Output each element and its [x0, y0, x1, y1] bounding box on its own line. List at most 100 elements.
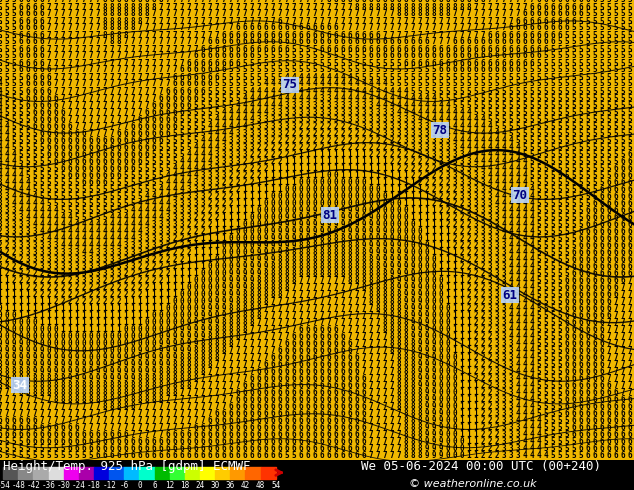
Text: 2: 2: [243, 171, 247, 179]
Text: 6: 6: [299, 401, 303, 411]
Text: 4: 4: [299, 94, 303, 102]
Text: 6: 6: [565, 324, 569, 334]
Text: 6: 6: [565, 303, 569, 313]
Text: 7: 7: [54, 401, 58, 411]
Text: 3: 3: [138, 234, 142, 243]
Text: 4: 4: [529, 247, 534, 256]
Text: 7: 7: [229, 24, 233, 32]
Text: 1: 1: [467, 409, 471, 417]
Text: 2: 2: [264, 156, 268, 166]
Text: 5: 5: [586, 66, 590, 74]
Text: 9: 9: [333, 213, 339, 221]
Text: 4: 4: [271, 87, 275, 96]
Text: 5: 5: [33, 143, 37, 151]
Text: 4: 4: [508, 311, 514, 319]
Text: 2: 2: [61, 290, 65, 298]
Text: 7: 7: [299, 318, 303, 326]
Text: 7: 7: [243, 352, 247, 362]
Text: 7: 7: [376, 324, 380, 334]
Text: 6: 6: [614, 164, 618, 172]
Text: 6: 6: [165, 100, 171, 109]
Text: 5: 5: [152, 177, 157, 187]
Text: 8: 8: [418, 0, 422, 4]
Text: 1: 1: [467, 450, 471, 460]
Text: 7: 7: [96, 58, 100, 68]
Text: 1: 1: [179, 262, 184, 270]
Text: 5: 5: [515, 73, 521, 81]
Text: 5: 5: [551, 269, 555, 277]
Text: 1: 1: [467, 381, 471, 390]
Text: 4: 4: [33, 192, 37, 200]
Text: 9: 9: [222, 311, 226, 319]
Text: 7: 7: [481, 17, 485, 25]
Text: 4: 4: [522, 296, 527, 305]
Text: 8: 8: [26, 381, 30, 390]
Text: 2: 2: [495, 430, 500, 439]
Text: 6: 6: [306, 443, 310, 452]
Text: 4: 4: [124, 226, 128, 236]
Text: 8: 8: [354, 247, 359, 256]
Text: 6: 6: [229, 51, 233, 60]
Text: 2: 2: [354, 136, 359, 145]
Text: 9: 9: [425, 311, 429, 319]
Text: 5: 5: [628, 100, 632, 109]
Text: 5: 5: [558, 290, 562, 298]
Text: 3: 3: [26, 234, 30, 243]
Text: 9: 9: [96, 367, 100, 375]
Text: 4: 4: [425, 107, 429, 117]
Text: 7: 7: [229, 373, 233, 383]
Text: 7: 7: [621, 303, 625, 313]
Text: 9: 9: [418, 339, 422, 347]
Text: 1: 1: [418, 198, 422, 207]
Text: 7: 7: [354, 283, 359, 292]
Text: 0: 0: [369, 185, 373, 194]
Text: 3: 3: [236, 128, 240, 138]
Text: 4: 4: [4, 185, 10, 194]
Text: 8: 8: [306, 254, 310, 264]
Text: 2: 2: [61, 296, 65, 305]
Text: 9: 9: [165, 339, 171, 347]
Text: 1: 1: [460, 318, 464, 326]
Text: 6: 6: [572, 332, 576, 341]
Text: 6: 6: [572, 388, 576, 396]
Text: 4: 4: [75, 234, 79, 243]
Text: 7: 7: [354, 290, 359, 298]
Text: 1: 1: [179, 275, 184, 285]
Text: 4: 4: [411, 107, 415, 117]
Text: 7: 7: [292, 2, 296, 11]
Text: 7: 7: [158, 2, 164, 11]
Text: 5: 5: [565, 422, 569, 432]
Text: 5: 5: [208, 115, 212, 123]
Text: 2: 2: [271, 149, 275, 158]
Text: 4: 4: [474, 136, 478, 145]
Text: 6: 6: [501, 38, 507, 47]
Text: 6: 6: [565, 296, 569, 305]
Text: 4: 4: [529, 226, 534, 236]
Text: 2: 2: [411, 171, 415, 179]
Text: 6: 6: [522, 51, 527, 60]
Text: 0: 0: [208, 290, 212, 298]
Text: 2: 2: [54, 296, 58, 305]
Text: 8: 8: [75, 381, 79, 390]
Text: 6: 6: [82, 171, 86, 179]
Text: 0: 0: [439, 360, 443, 368]
Text: 5: 5: [250, 73, 254, 81]
Text: 5: 5: [26, 128, 30, 138]
Text: 9: 9: [285, 226, 289, 236]
Text: 2: 2: [89, 290, 93, 298]
Text: 6: 6: [82, 143, 86, 151]
Text: 8: 8: [117, 17, 121, 25]
Text: 7: 7: [54, 17, 58, 25]
Text: 5: 5: [607, 122, 611, 130]
Text: 0: 0: [397, 234, 401, 243]
Text: 4: 4: [488, 143, 493, 151]
Text: 7: 7: [264, 0, 268, 4]
Text: 5: 5: [537, 122, 541, 130]
Text: 4: 4: [508, 269, 514, 277]
Text: 4: 4: [529, 192, 534, 200]
Text: 7: 7: [124, 409, 128, 417]
Text: 4: 4: [529, 254, 534, 264]
Text: 7: 7: [82, 422, 86, 432]
Text: 3: 3: [131, 241, 135, 249]
Text: 9: 9: [354, 220, 359, 228]
